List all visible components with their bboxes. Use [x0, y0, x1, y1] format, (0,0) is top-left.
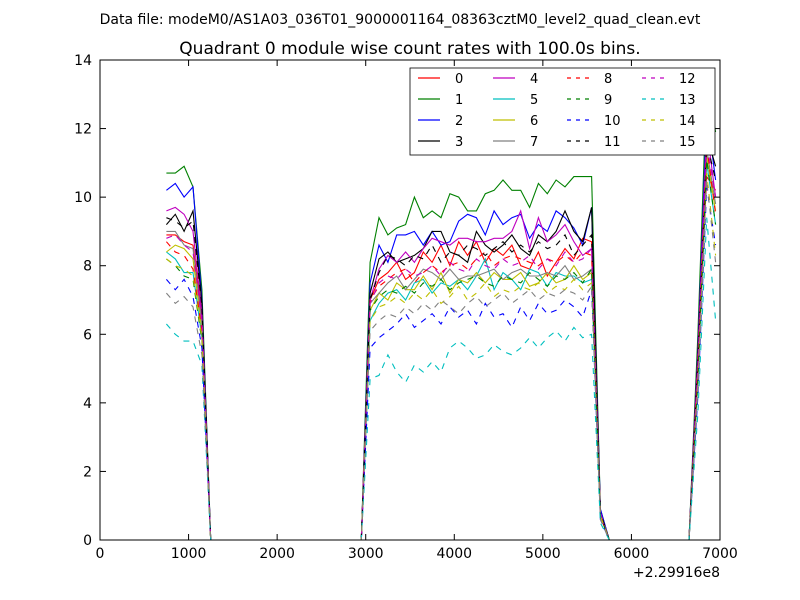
series-line-5 — [166, 162, 717, 540]
legend-label-10: 10 — [604, 114, 621, 129]
x-tick-label: 2000 — [259, 546, 295, 562]
series-line-1 — [166, 83, 717, 540]
legend-label-1: 1 — [455, 93, 463, 108]
series-line-8 — [165, 145, 717, 540]
y-tick-label: 10 — [74, 190, 92, 206]
x-tick-label: 5000 — [525, 546, 561, 562]
series-layer — [165, 83, 717, 540]
series-line-3 — [165, 135, 717, 540]
series-line-11 — [166, 142, 717, 540]
plot-frame — [99, 59, 721, 541]
legend-label-5: 5 — [530, 93, 538, 108]
series-line-6 — [166, 155, 717, 540]
x-tick-label: 1000 — [171, 546, 207, 562]
x-axis: 0 1000 2000 3000 4000 5000 6000 7000 — [96, 60, 738, 562]
legend-label-13: 13 — [679, 93, 696, 108]
series-line-10 — [165, 186, 717, 540]
x-tick-label: 0 — [96, 546, 105, 562]
figure-suptitle: Data file: modeM0/AS1A03_036T01_90000011… — [100, 12, 701, 28]
y-tick-label: 0 — [83, 533, 92, 549]
series-line-12 — [166, 142, 717, 540]
legend-frame — [409, 67, 716, 156]
plot-area: 0 1000 2000 3000 4000 5000 6000 7000 0246810121… — [74, 53, 738, 581]
legend-label-14: 14 — [679, 114, 696, 129]
legend-label-3: 3 — [455, 135, 463, 150]
legend-label-0: 0 — [455, 72, 463, 87]
legend-label-4: 4 — [530, 72, 538, 87]
series-line-2 — [166, 111, 717, 540]
y-tick-label: 4 — [83, 396, 92, 412]
y-tick-label: 2 — [83, 464, 92, 480]
series-line-7 — [166, 149, 717, 540]
y-tick-label: 6 — [83, 327, 92, 343]
x-tick-label: 6000 — [614, 546, 650, 562]
x-tick-label: 7000 — [702, 546, 738, 562]
legend-label-2: 2 — [455, 114, 463, 129]
legend-label-6: 6 — [530, 114, 538, 129]
legend-label-15: 15 — [679, 135, 696, 150]
series-line-14 — [166, 173, 717, 540]
y-tick-label: 14 — [74, 53, 92, 69]
legend-label-9: 9 — [604, 93, 612, 108]
series-line-9 — [166, 159, 717, 540]
series-line-13 — [165, 217, 717, 540]
series-line-0 — [166, 174, 717, 540]
legend-label-12: 12 — [679, 72, 696, 87]
series-line-15 — [165, 179, 717, 540]
series-line-4 — [166, 128, 717, 540]
chart-title: Quadrant 0 module wise count rates with … — [179, 39, 640, 59]
legend-label-7: 7 — [530, 135, 538, 150]
legend-label-8: 8 — [604, 72, 612, 87]
x-tick-label: 4000 — [436, 546, 472, 562]
y-tick-label: 12 — [74, 122, 92, 138]
y-tick-label: 8 — [83, 259, 92, 275]
legend-label-11: 11 — [604, 135, 621, 150]
x-offset-label: +2.29916e8 — [633, 565, 720, 581]
x-tick-label: 3000 — [348, 546, 384, 562]
